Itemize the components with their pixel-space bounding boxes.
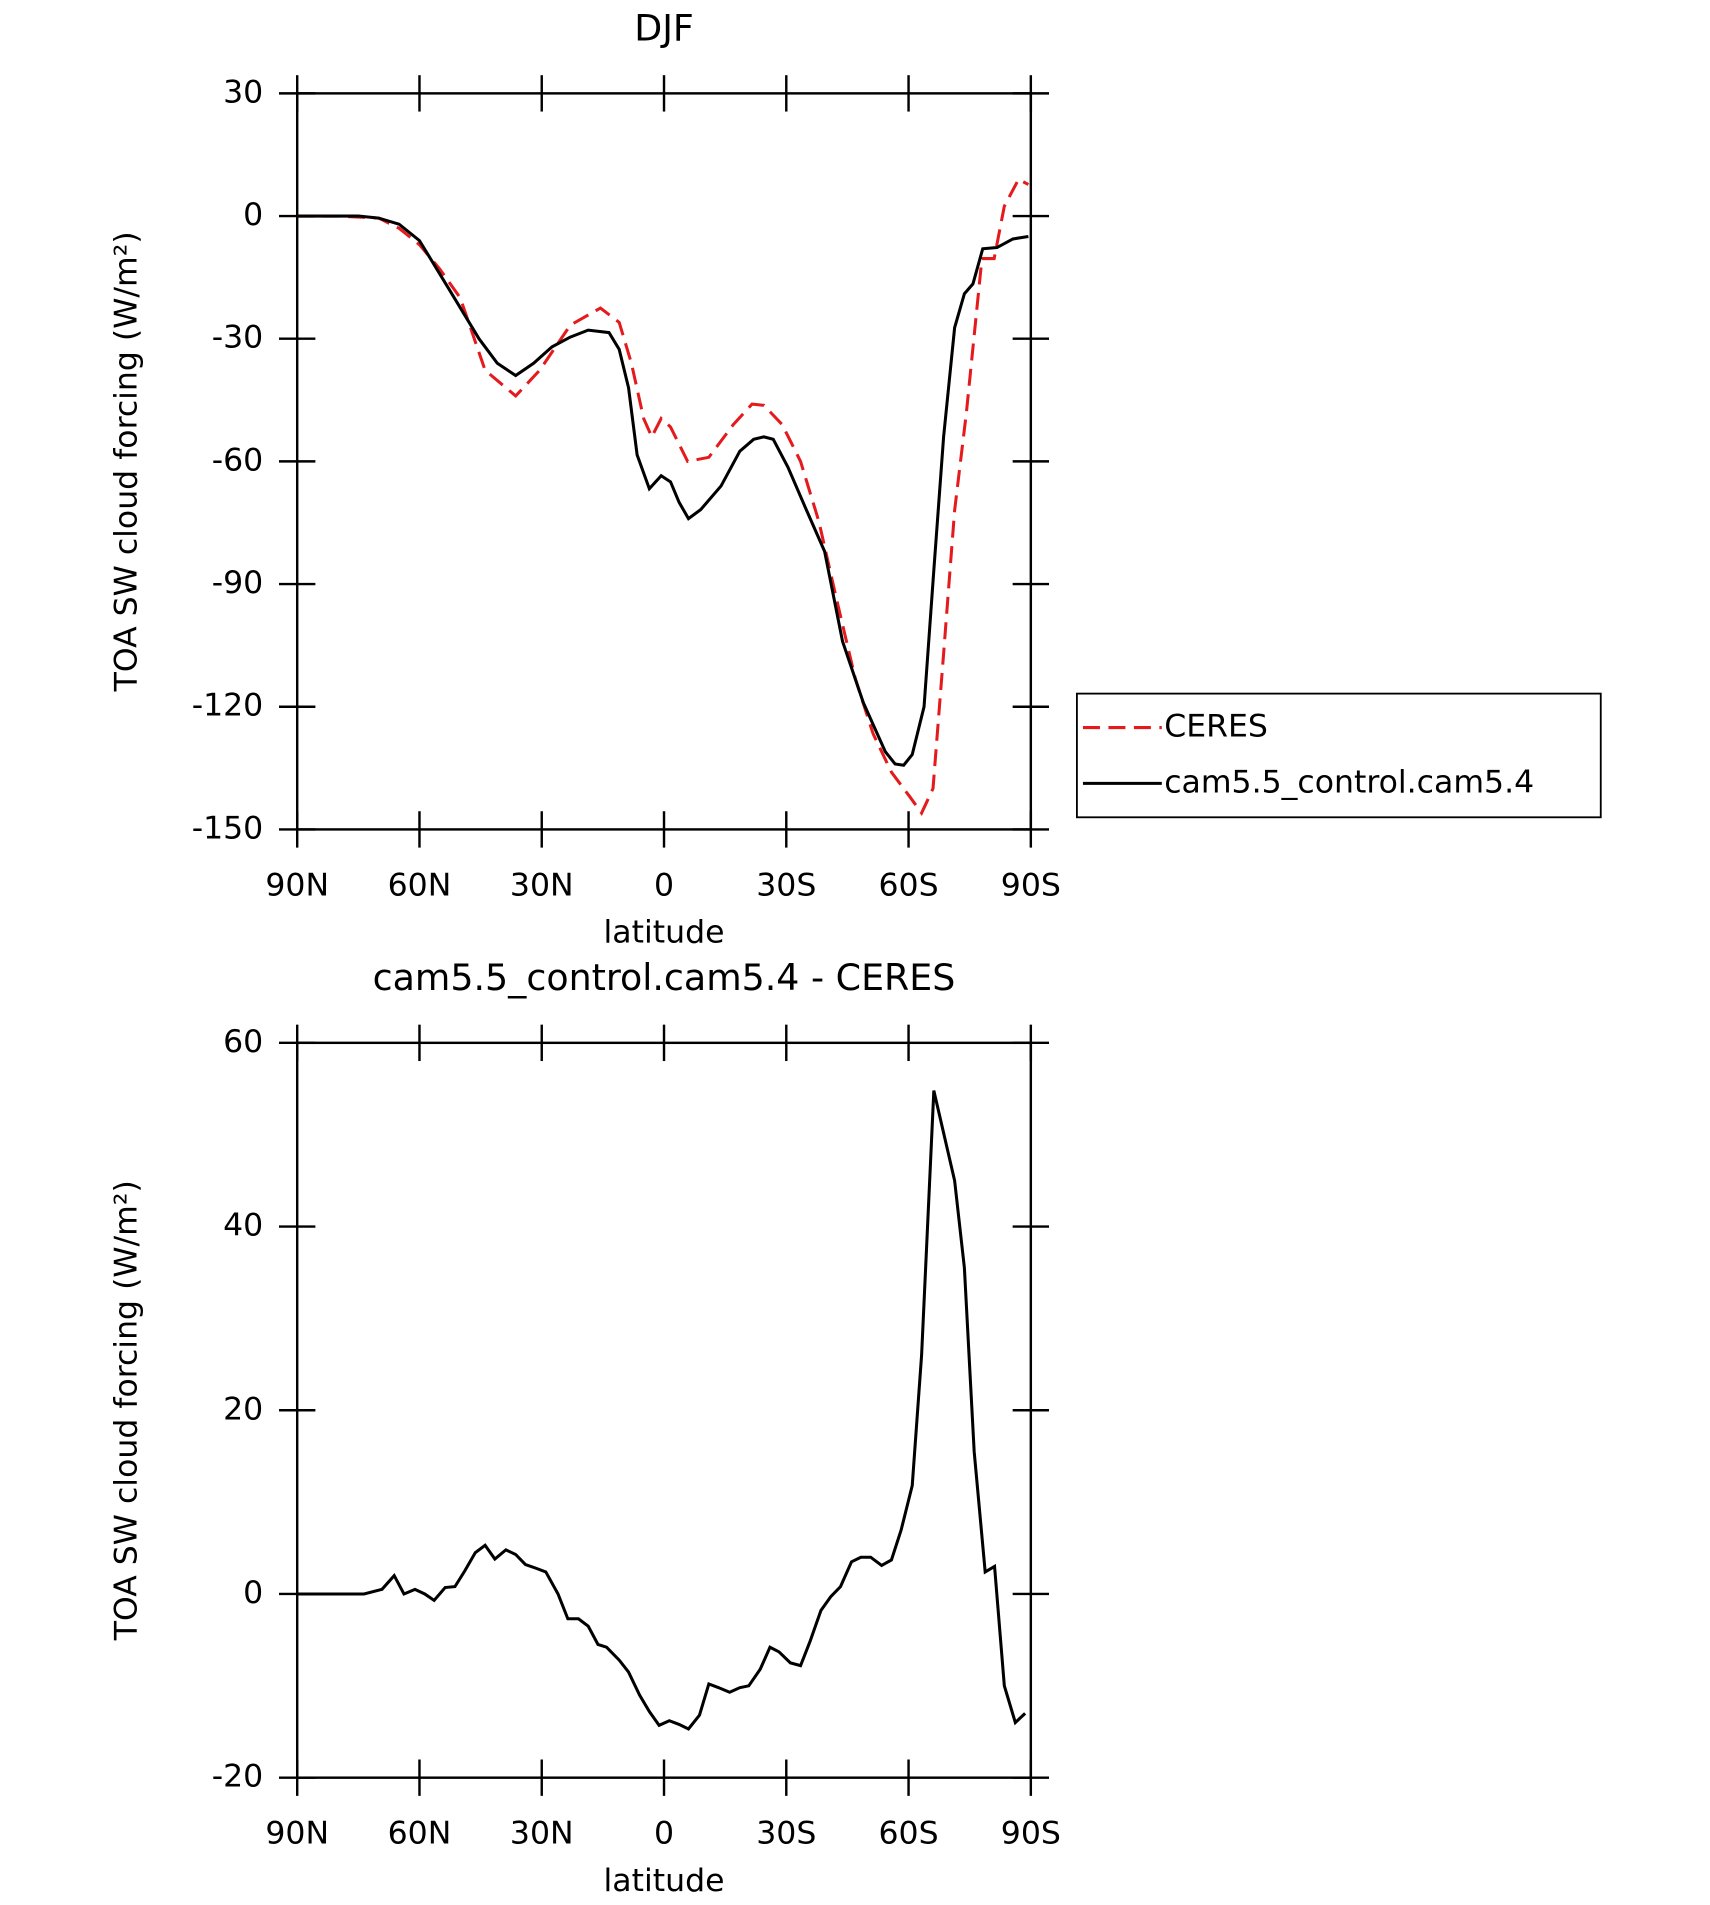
- data-line: [297, 177, 1030, 817]
- y-tick-label: 0: [243, 197, 263, 233]
- x-tick-label: 60N: [388, 867, 452, 903]
- chart-title: DJF: [634, 6, 694, 49]
- x-tick-label: 30S: [756, 867, 816, 903]
- x-tick-label: 90S: [1001, 1816, 1061, 1852]
- x-tick-label: 60S: [879, 867, 939, 903]
- x-tick-label: 90N: [265, 867, 329, 903]
- y-tick-label: -90: [212, 565, 263, 601]
- y-tick-label: -150: [192, 810, 264, 846]
- legend-label: cam5.5_control.cam5.4: [1164, 764, 1534, 800]
- y-tick-label: -20: [212, 1759, 263, 1795]
- x-tick-label: 60N: [388, 1816, 452, 1852]
- x-tick-label: 90N: [265, 1816, 329, 1852]
- y-axis-label: TOA SW cloud forcing (W/m²): [108, 231, 144, 692]
- x-tick-label: 0: [654, 867, 674, 903]
- x-tick-label: 30N: [510, 1816, 574, 1852]
- x-tick-label: 0: [654, 1816, 674, 1852]
- chart-title: cam5.5_control.cam5.4 - CERES: [373, 956, 956, 999]
- plot-frame: [295, 1041, 1033, 1779]
- y-tick-label: -120: [192, 688, 264, 724]
- legend-box: [1075, 692, 1602, 819]
- x-tick-label: 30S: [756, 1816, 816, 1852]
- data-line: [297, 1090, 1027, 1731]
- y-tick-label: 0: [243, 1575, 263, 1611]
- y-tick-label: 30: [223, 74, 263, 110]
- x-axis-label: latitude: [604, 1863, 725, 1899]
- y-tick-label: 20: [223, 1391, 263, 1427]
- y-axis-label: TOA SW cloud forcing (W/m²): [108, 1180, 144, 1641]
- x-tick-label: 90S: [1001, 867, 1061, 903]
- y-tick-label: -60: [212, 442, 263, 478]
- x-axis-label: latitude: [604, 915, 725, 951]
- data-line: [297, 214, 1029, 767]
- legend-label: CERES: [1164, 709, 1268, 745]
- y-tick-label: 40: [223, 1208, 263, 1244]
- x-tick-label: 30N: [510, 867, 574, 903]
- y-tick-label: -30: [212, 320, 263, 356]
- x-tick-label: 60S: [879, 1816, 939, 1852]
- y-tick-label: 60: [223, 1024, 263, 1060]
